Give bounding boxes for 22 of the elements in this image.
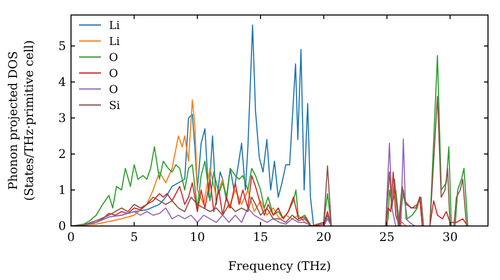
legend-label: Si [109, 99, 121, 112]
legend-label: O [109, 67, 118, 80]
legend-label: Li [109, 35, 120, 48]
line-series [71, 96, 468, 226]
y-tick-label: 5 [58, 38, 66, 53]
x-tick-label: 30 [442, 230, 458, 244]
y-tick-label: 2 [58, 146, 66, 161]
y-tick-label: 3 [58, 110, 66, 125]
x-tick-label: 0 [67, 230, 75, 244]
x-axis-title: Frequency (THz) [228, 259, 331, 273]
x-tick-label: 5 [130, 230, 138, 244]
y-axis-title: Phonon projected DOS (States/THz·primitive cell) [6, 40, 36, 201]
y-tick-label: 4 [58, 74, 66, 89]
legend-label: Li [109, 19, 120, 32]
y-tick-label: 1 [58, 182, 66, 197]
x-tick-label: 20 [316, 230, 332, 244]
x-tick-label: 10 [190, 230, 206, 244]
x-tick-label: 15 [252, 230, 268, 244]
y-tick-label: 0 [58, 219, 66, 233]
legend-label: O [109, 51, 118, 64]
x-tick-label: 25 [379, 230, 395, 244]
legend-label: O [109, 83, 118, 96]
